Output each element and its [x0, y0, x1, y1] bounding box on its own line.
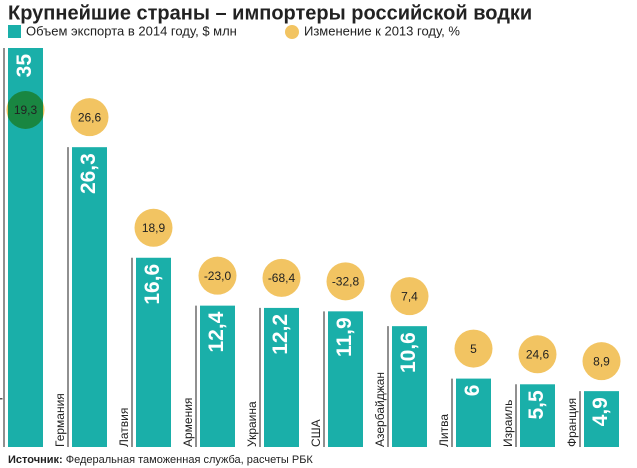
bar: [584, 391, 619, 447]
bar-value-label: 12,2: [269, 314, 292, 355]
legend-swatch: [8, 25, 21, 38]
chart-title: Крупнейшие страны – импортеры российской…: [8, 2, 532, 24]
source-text: Федеральная таможенная служба, расчеты Р…: [66, 454, 314, 466]
change-label: 5: [470, 342, 477, 356]
change-marker: [518, 335, 557, 374]
bar: [328, 311, 363, 447]
change-marker: [390, 277, 429, 316]
category-label: Германия: [53, 393, 67, 447]
bar: [520, 384, 555, 447]
bar: [456, 378, 491, 447]
bar-value-label: 35: [13, 54, 36, 78]
change-marker: [326, 262, 365, 301]
change-label: -32,8: [332, 275, 360, 289]
bar-value-label: 11,9: [333, 317, 356, 357]
change-label: 24,6: [526, 347, 550, 361]
bar-value-label: 5,5: [525, 390, 548, 420]
change-label: -23,0: [204, 269, 232, 283]
category-label: Украина: [245, 401, 259, 447]
bar: [72, 147, 107, 447]
change-marker: [262, 258, 301, 297]
bar-value-label: 26,3: [77, 153, 100, 194]
change-marker: [198, 256, 237, 295]
change-marker: [454, 329, 493, 368]
legend-label: Объем экспорта в 2014 году, $ млн: [26, 23, 237, 38]
change-label: -68,4: [268, 271, 296, 285]
change-label: 19,3: [14, 103, 38, 117]
change-label: 18,9: [142, 221, 166, 235]
change-marker: [582, 342, 621, 381]
category-label: Латвия: [117, 408, 131, 447]
category-label: Франция: [565, 398, 579, 447]
change-label: 8,9: [593, 354, 610, 368]
bar-value-label: 12,4: [205, 311, 228, 352]
category-label: Литва: [437, 414, 451, 447]
source: Источник: Федеральная таможенная служба,…: [8, 454, 313, 466]
category-label: Великобритания: [0, 355, 3, 447]
bar-value-label: 16,6: [141, 264, 164, 305]
category-label: Армения: [181, 398, 195, 447]
category-label: Израиль: [501, 400, 515, 447]
bar: [264, 307, 299, 447]
change-marker: [134, 208, 173, 247]
bar: [136, 257, 171, 447]
category-label: США: [309, 419, 323, 447]
bar-value-label: 4,9: [589, 397, 612, 426]
source-label: Источник:: [8, 454, 63, 466]
change-marker: [70, 98, 109, 137]
change-label: 7,4: [401, 289, 418, 303]
change-marker: [6, 91, 45, 129]
legend-swatch: [285, 25, 299, 39]
bar-value-label: 10,6: [397, 332, 420, 373]
category-label: Азербайджан: [373, 372, 387, 447]
change-label: 26,6: [78, 110, 102, 124]
bar-value-label: 6: [461, 385, 484, 397]
legend-label: Изменение к 2013 году, %: [304, 23, 460, 38]
bar: [392, 326, 427, 447]
bar: [200, 305, 235, 447]
